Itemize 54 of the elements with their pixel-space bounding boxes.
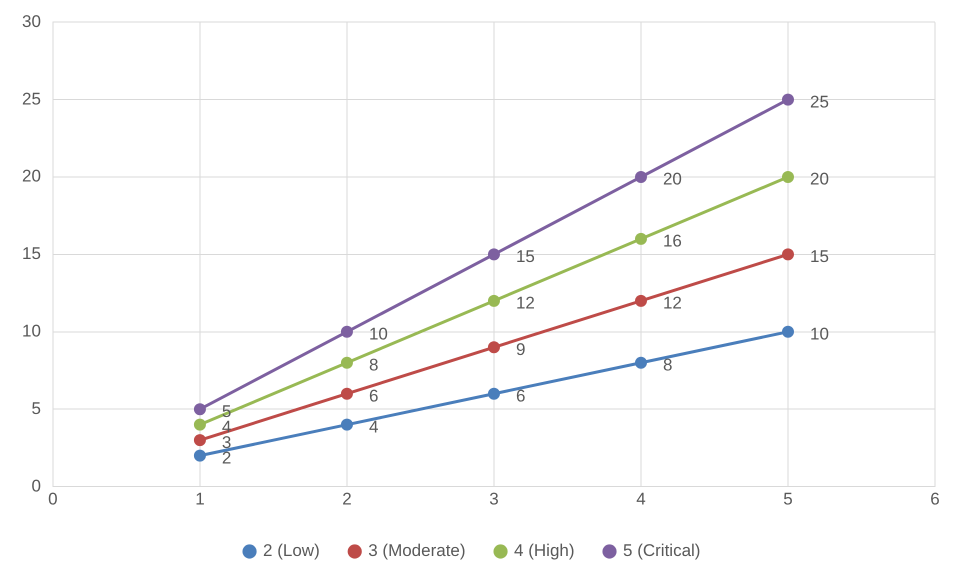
legend-label: 4 (High)	[514, 541, 575, 560]
point	[194, 434, 206, 446]
data-label: 6	[516, 386, 526, 406]
legend-label: 5 (Critical)	[623, 541, 700, 560]
point	[782, 326, 794, 338]
point	[488, 341, 500, 354]
y-tick-label: 5	[31, 398, 41, 418]
data-label: 6	[368, 386, 378, 406]
point	[194, 403, 206, 416]
data-label: 16	[662, 232, 682, 251]
point	[194, 450, 206, 462]
point	[634, 294, 647, 307]
point	[488, 388, 500, 400]
data-label: 25	[810, 92, 829, 112]
point	[340, 418, 353, 431]
data-label: 12	[662, 294, 682, 313]
point	[782, 248, 794, 260]
point	[194, 418, 206, 431]
point	[634, 356, 647, 369]
data-label: 20	[662, 170, 682, 189]
point	[340, 388, 353, 400]
x-tick-label: 3	[489, 489, 499, 508]
legend-label: 2 (Low)	[263, 541, 320, 560]
data-label: 15	[516, 247, 535, 266]
point	[782, 171, 794, 183]
data-label: 15	[810, 247, 829, 266]
y-tick-label: 10	[22, 321, 41, 340]
data-label: 4	[368, 417, 378, 436]
point	[488, 294, 500, 307]
point	[634, 171, 647, 183]
data-label: 8	[368, 355, 378, 374]
point	[634, 232, 647, 245]
data-label: 8	[662, 355, 672, 374]
x-tick-label: 6	[930, 489, 940, 508]
point	[340, 326, 353, 338]
data-label: 9	[516, 340, 526, 359]
data-label: 10	[368, 324, 388, 344]
legend-label: 3 (Moderate)	[368, 541, 466, 560]
x-tick-label: 4	[636, 489, 646, 508]
x-tick-label: 0	[48, 489, 58, 508]
point	[340, 356, 353, 369]
y-tick-label: 15	[22, 244, 41, 264]
x-tick-label: 2	[342, 489, 352, 508]
x-tick-label: 1	[195, 489, 205, 508]
data-label: 20	[810, 170, 829, 189]
data-label: 10	[810, 324, 829, 344]
x-tick-label: 5	[783, 489, 793, 508]
y-tick-label: 30	[22, 12, 41, 31]
data-label: 12	[516, 294, 535, 313]
point	[488, 248, 500, 260]
y-tick-label: 25	[22, 89, 41, 108]
y-tick-label: 20	[22, 166, 41, 186]
y-tick-label: 0	[31, 476, 41, 496]
point	[782, 94, 794, 106]
